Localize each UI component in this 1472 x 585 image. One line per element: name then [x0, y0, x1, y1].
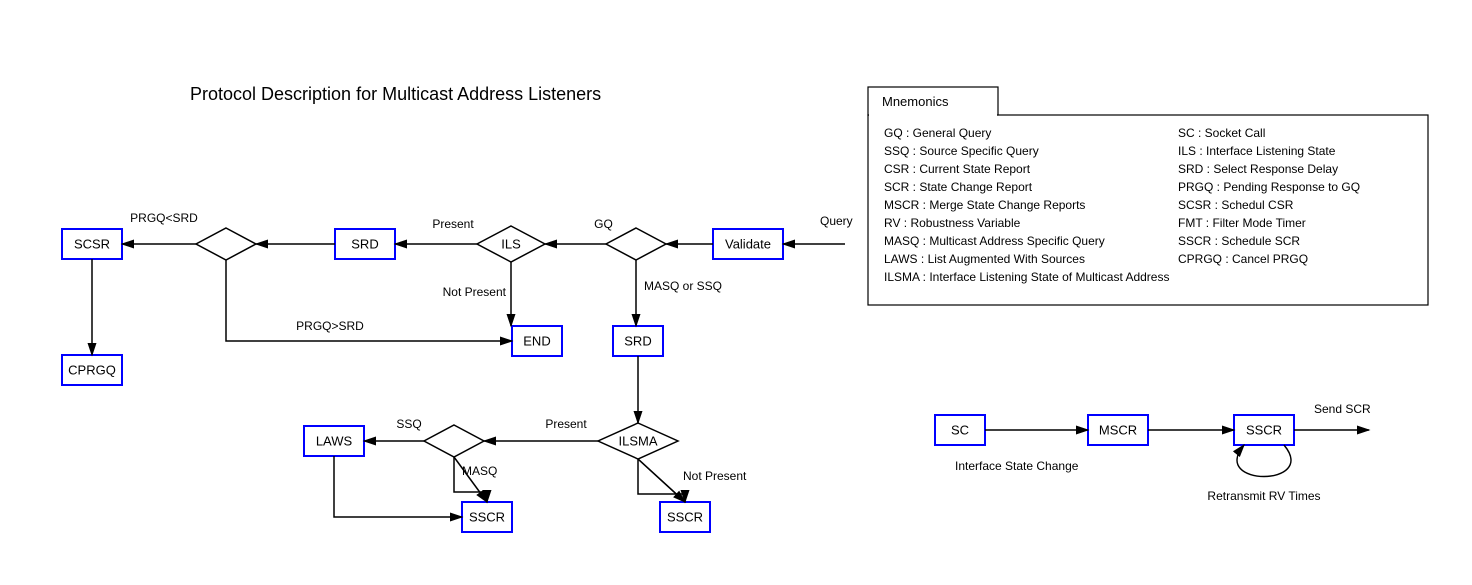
label-query: Query: [820, 214, 853, 228]
decision-ils: ILS: [477, 226, 545, 262]
label-retransmit: Retransmit RV Times: [1207, 489, 1320, 503]
mnemonics-left-7: LAWS : List Augmented With Sources: [884, 252, 1085, 266]
node-sscr1: SSCR: [462, 502, 512, 532]
node-label-sscr1: SSCR: [469, 510, 505, 525]
label-prgq-lt: PRGQ<SRD: [130, 211, 198, 225]
node-label-mscr: MSCR: [1099, 423, 1137, 438]
node-label-end: END: [523, 334, 550, 349]
mnemonics-left-1: SSQ : Source Specific Query: [884, 144, 1039, 158]
label-present2: Present: [545, 417, 587, 431]
mnemonics-left-0: GQ : General Query: [884, 126, 991, 140]
flowchart-canvas: Protocol Description for Multicast Addre…: [0, 0, 1472, 585]
label-not-present1: Not Present: [443, 285, 507, 299]
mnemonics-title: Mnemonics: [882, 94, 949, 109]
mnemonics-left-5: RV : Robustness Variable: [884, 216, 1021, 230]
mnemonics-left-2: CSR : Current State Report: [884, 162, 1031, 176]
node-sscr2: SSCR: [660, 502, 710, 532]
node-label-sscr2: SSCR: [667, 510, 703, 525]
node-label-cprgq: CPRGQ: [68, 363, 116, 378]
mnemonics-left-3: SCR : State Change Report: [884, 180, 1033, 194]
mnemonics-right-0: SC : Socket Call: [1178, 126, 1265, 140]
node-cprgq: CPRGQ: [62, 355, 122, 385]
label-ssq: SSQ: [396, 417, 421, 431]
decision-gq_masq: [606, 228, 666, 260]
label-gq: GQ: [594, 217, 613, 231]
label-prgq-gt: PRGQ>SRD: [296, 319, 364, 333]
node-end: END: [512, 326, 562, 356]
edge-ilsma-sscr2-clean: [638, 459, 685, 502]
decision-prgq_srd: [196, 228, 256, 260]
mnemonics-left-6: MASQ : Multicast Address Specific Query: [884, 234, 1105, 248]
node-label-sc: SC: [951, 423, 969, 438]
label-masq-or-ssq: MASQ or SSQ: [644, 279, 722, 293]
node-validate: Validate: [713, 229, 783, 259]
node-scsr: SCSR: [62, 229, 122, 259]
mnemonics-right-7: CPRGQ : Cancel PRGQ: [1178, 252, 1308, 266]
decision-ssq_masq: [424, 425, 484, 457]
edge-prgq-end: [226, 260, 512, 341]
node-sscr3: SSCR: [1234, 415, 1294, 445]
label-send-scr: Send SCR: [1314, 402, 1371, 416]
mnemonics-right-6: SSCR : Schedule SCR: [1178, 234, 1300, 248]
mnemonics-right-1: ILS : Interface Listening State: [1178, 144, 1336, 158]
decision-label-ilsma: ILSMA: [618, 434, 657, 449]
node-label-validate: Validate: [725, 237, 771, 252]
node-label-laws: LAWS: [316, 434, 353, 449]
label-not-present2: Not Present: [683, 469, 747, 483]
edge-sscr3-loop: [1237, 445, 1291, 477]
decision-ilsma: ILSMA: [598, 423, 678, 459]
node-label-srd1: SRD: [351, 237, 378, 252]
mnemonics-right-5: FMT : Filter Mode Timer: [1178, 216, 1306, 230]
node-label-scsr: SCSR: [74, 237, 110, 252]
mnemonics-left-8: ILSMA : Interface Listening State of Mul…: [884, 270, 1169, 284]
node-label-sscr3: SSCR: [1246, 423, 1282, 438]
node-laws: LAWS: [304, 426, 364, 456]
mnemonics-right-4: SCSR : Schedul CSR: [1178, 198, 1294, 212]
mnemonics-right-3: PRGQ : Pending Response to GQ: [1178, 180, 1360, 194]
decision-label-ils: ILS: [501, 237, 521, 252]
diagram-title: Protocol Description for Multicast Addre…: [190, 84, 601, 104]
node-mscr: MSCR: [1088, 415, 1148, 445]
node-srd1: SRD: [335, 229, 395, 259]
mnemonics-right-2: SRD : Select Response Delay: [1178, 162, 1338, 176]
mnemonics-box: Mnemonics GQ : General Query SSQ : Source …: [868, 87, 1428, 305]
node-label-srd2: SRD: [624, 334, 651, 349]
node-sc: SC: [935, 415, 985, 445]
label-interface-state-change: Interface State Change: [955, 459, 1079, 473]
node-srd2: SRD: [613, 326, 663, 356]
mnemonics-left-4: MSCR : Merge State Change Reports: [884, 198, 1085, 212]
label-present1: Present: [432, 217, 474, 231]
edge-laws-sscr1: [334, 456, 462, 517]
